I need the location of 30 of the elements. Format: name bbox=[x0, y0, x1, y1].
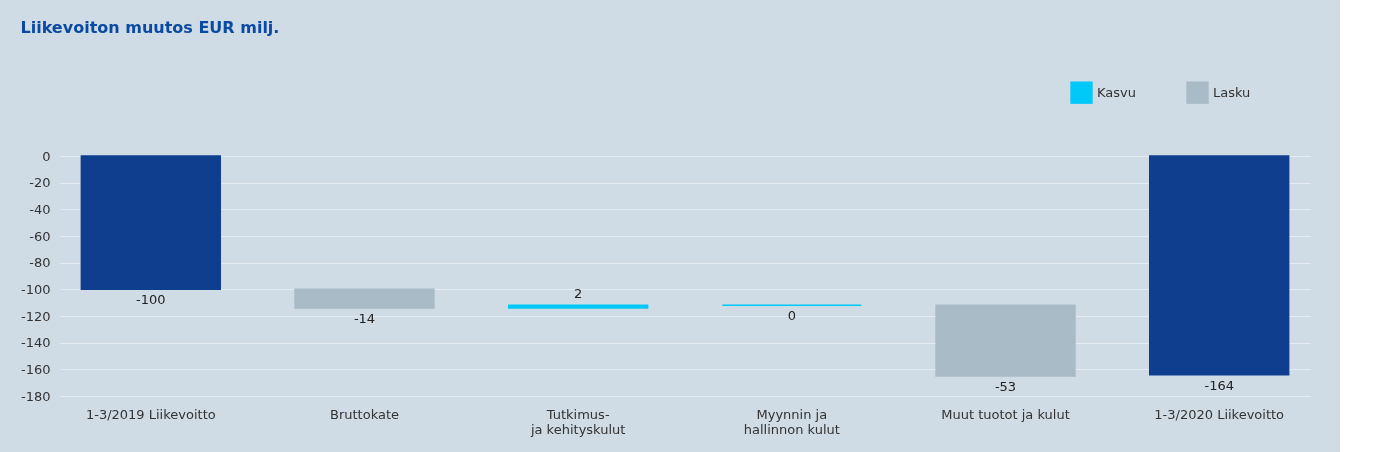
x-tick-label: Muut tuotot ja kulut bbox=[941, 406, 1070, 422]
y-tick-label: -100 bbox=[20, 281, 51, 297]
y-tick-label: 0 bbox=[42, 148, 51, 164]
y-tick-label: -20 bbox=[29, 175, 51, 191]
legend-label: Kasvu bbox=[1097, 84, 1136, 100]
bar bbox=[1148, 155, 1290, 376]
y-tick-label: -40 bbox=[29, 201, 51, 217]
x-tick-label: 1-3/2019 Liikevoitto bbox=[85, 406, 216, 422]
data-label: 2 bbox=[574, 286, 583, 302]
x-tick-label: 1-3/2020 Liikevoitto bbox=[1154, 406, 1285, 422]
bar bbox=[294, 288, 435, 309]
data-label: -53 bbox=[994, 379, 1017, 394]
data-label: -164 bbox=[1204, 377, 1234, 393]
y-tick-label: -80 bbox=[29, 255, 51, 271]
data-label: -14 bbox=[353, 311, 376, 326]
x-tick-label: Bruttokate bbox=[329, 406, 399, 422]
bar bbox=[935, 304, 1076, 377]
legend-label: Lasku bbox=[1213, 84, 1251, 100]
y-tick-label: -140 bbox=[20, 335, 51, 351]
y-tick-label: -120 bbox=[20, 308, 51, 324]
data-label: 0 bbox=[787, 308, 796, 324]
data-label: -100 bbox=[136, 292, 166, 308]
y-tick-label: -160 bbox=[20, 361, 51, 377]
y-tick-label: -60 bbox=[29, 228, 51, 244]
bar bbox=[80, 155, 222, 291]
x-tick-label: Myynnin ja hallinnon kulut bbox=[743, 406, 840, 437]
chart-title: Liikevoiton muutos EUR milj. bbox=[20, 18, 280, 37]
bar bbox=[507, 304, 649, 309]
y-tick-label: -180 bbox=[20, 388, 51, 404]
x-tick-label: Tutkimus- ja kehityskulut bbox=[529, 406, 626, 437]
